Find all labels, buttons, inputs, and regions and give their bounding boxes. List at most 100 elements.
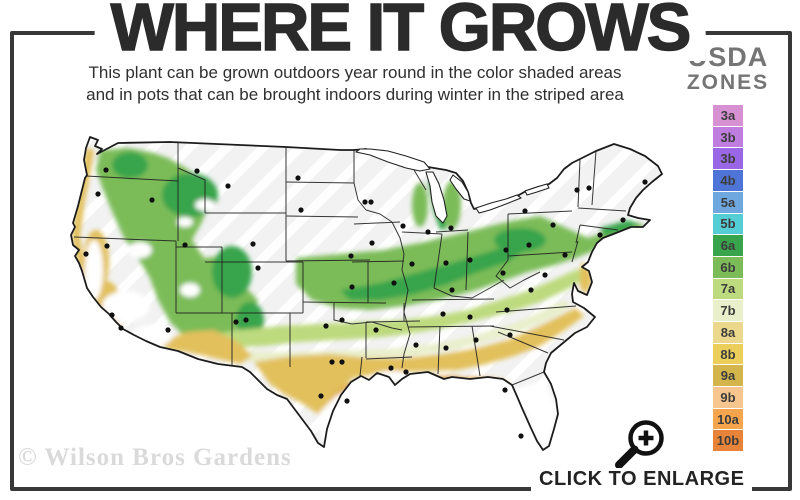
city-dot	[467, 257, 473, 263]
city-dot	[507, 332, 513, 338]
zone-label: 7a	[720, 281, 736, 297]
zone-label: 6a	[720, 238, 736, 254]
city-dot	[586, 185, 592, 191]
city-dot	[83, 251, 89, 257]
city-dot	[182, 242, 188, 248]
state-borders	[73, 142, 627, 386]
city-dot	[95, 191, 101, 197]
zone-label: 3b	[720, 151, 736, 167]
zoom-in-icon[interactable]	[606, 414, 670, 472]
city-dot	[473, 337, 479, 343]
city-dot	[503, 247, 509, 253]
zone-swatch: 9a	[713, 365, 743, 387]
city-dot	[318, 393, 324, 399]
city-dot	[542, 272, 548, 278]
zone-swatch: 3b	[713, 148, 743, 170]
city-dot	[109, 312, 115, 318]
city-dot	[349, 284, 355, 290]
zone-label: 3a	[720, 107, 736, 123]
zone-label: 7b	[720, 303, 736, 319]
click-to-enlarge-button[interactable]: CLICK TO ENLARGE	[531, 468, 753, 491]
city-dot	[522, 208, 528, 214]
legend-heading-zones: ZONES	[686, 71, 770, 94]
zone-swatch: 5b	[713, 213, 743, 235]
zone-swatch: 6b	[713, 256, 743, 278]
zone-label: 5a	[720, 194, 736, 210]
city-dot	[413, 342, 419, 348]
city-dot	[574, 187, 580, 193]
city-dot	[225, 183, 231, 189]
zone-swatch: 3b	[713, 126, 743, 148]
city-dot	[642, 179, 648, 185]
city-dot	[373, 327, 379, 333]
zone-swatch: 10a	[713, 408, 743, 430]
zone-swatch: 8a	[713, 321, 743, 343]
zone-label: 6b	[720, 259, 736, 275]
zone-label: 8b	[720, 346, 736, 362]
city-dot	[449, 287, 455, 293]
city-dot	[440, 311, 446, 317]
city-dot	[526, 242, 532, 248]
city-dot	[149, 197, 155, 203]
city-dot	[597, 232, 603, 238]
zone-color-scale: 3a 3b 3b 4b 5a 5b 6a 6b 7a 7b 8a 8b 9a 9…	[713, 105, 743, 452]
city-dot	[504, 307, 510, 313]
subtitle: This plant can be grown outdoors year ro…	[30, 62, 680, 107]
page-title: WHERE IT GROWS	[94, 0, 706, 62]
city-dot	[323, 323, 329, 329]
city-dot	[620, 217, 626, 223]
zone-swatch: 7b	[713, 300, 743, 321]
city-dot	[369, 240, 375, 246]
zone-label: 9b	[720, 389, 736, 405]
city-dot	[329, 359, 335, 365]
city-dot	[443, 345, 449, 351]
city-dot	[298, 207, 304, 213]
city-dot	[518, 433, 524, 439]
city-dot	[348, 253, 354, 259]
city-dot	[368, 199, 374, 205]
watermark: © Wilson Bros Gardens	[18, 444, 292, 471]
city-dot	[502, 387, 508, 393]
zone-swatch: 5a	[713, 191, 743, 213]
city-dot	[194, 168, 200, 174]
zone-label: 9a	[720, 368, 736, 384]
city-dot	[467, 314, 473, 320]
city-dots	[83, 167, 648, 439]
city-dot	[403, 369, 409, 375]
zone-swatch: 6a	[713, 235, 743, 256]
subtitle-line-2: and in pots that can be brought indoors …	[86, 85, 624, 105]
city-dot	[250, 241, 256, 247]
zone-label: 4b	[720, 173, 736, 188]
city-dot	[425, 229, 431, 235]
city-dot	[388, 365, 394, 371]
city-dot	[344, 398, 350, 404]
zone-swatch: 10b	[713, 430, 743, 452]
city-dot	[562, 252, 568, 258]
zone-swatch: 9b	[713, 387, 743, 408]
city-dot	[339, 359, 345, 365]
zone-label: 10a	[717, 411, 739, 427]
city-dot	[118, 325, 124, 331]
zone-shading	[72, 148, 646, 446]
usda-zone-map[interactable]	[52, 112, 677, 472]
zone-label: 5b	[720, 216, 736, 232]
city-dot	[233, 319, 239, 325]
city-dot	[362, 199, 368, 205]
zone-label: 3b	[720, 129, 736, 145]
zone-swatch: 3a	[713, 105, 743, 126]
city-dot	[339, 317, 345, 323]
city-dot	[243, 317, 249, 323]
subtitle-line-1: This plant can be grown outdoors year ro…	[88, 63, 622, 82]
city-dot	[104, 243, 110, 249]
city-dot	[409, 261, 415, 267]
great-lakes	[355, 148, 550, 224]
city-dot	[103, 167, 109, 173]
city-dot	[528, 287, 534, 293]
zone-swatch: 8b	[713, 343, 743, 365]
city-dot	[400, 223, 406, 229]
zone-label: 10b	[716, 433, 740, 449]
city-dot	[391, 280, 397, 286]
city-dot	[443, 260, 449, 266]
city-dot	[448, 225, 454, 231]
